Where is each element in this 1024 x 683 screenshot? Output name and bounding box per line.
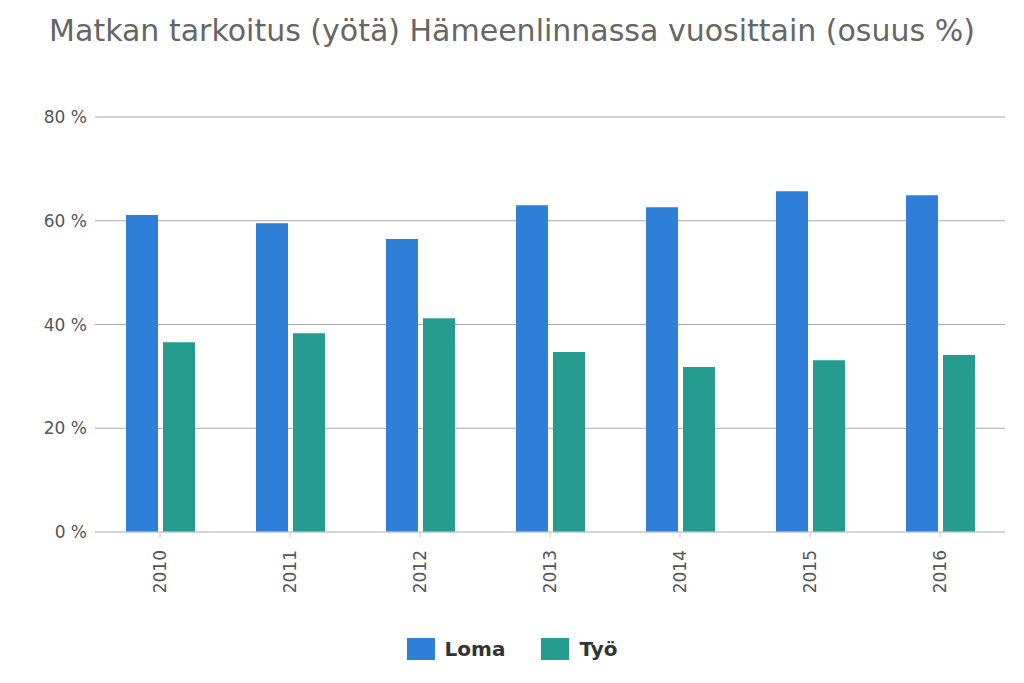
svg-text:20 %: 20 % bbox=[44, 418, 87, 438]
svg-text:2012: 2012 bbox=[410, 550, 430, 593]
svg-text:40 %: 40 % bbox=[44, 315, 87, 335]
svg-text:2014: 2014 bbox=[670, 550, 690, 593]
svg-text:0 %: 0 % bbox=[55, 522, 87, 542]
svg-text:2011: 2011 bbox=[280, 550, 300, 593]
svg-text:80 %: 80 % bbox=[44, 107, 87, 127]
svg-text:2013: 2013 bbox=[540, 550, 560, 593]
svg-text:60 %: 60 % bbox=[44, 211, 87, 231]
html-text:Työ: Työ bbox=[579, 637, 618, 661]
svg-text:2015: 2015 bbox=[800, 550, 820, 593]
svg-text:2016: 2016 bbox=[930, 550, 950, 593]
svg-text:2010: 2010 bbox=[150, 550, 170, 593]
html-text:Matkan tarkoitus (yötä) Hämeen: Matkan tarkoitus (yötä) Hämeenlinnassa v… bbox=[49, 13, 975, 48]
html-text:Loma: Loma bbox=[444, 637, 506, 661]
